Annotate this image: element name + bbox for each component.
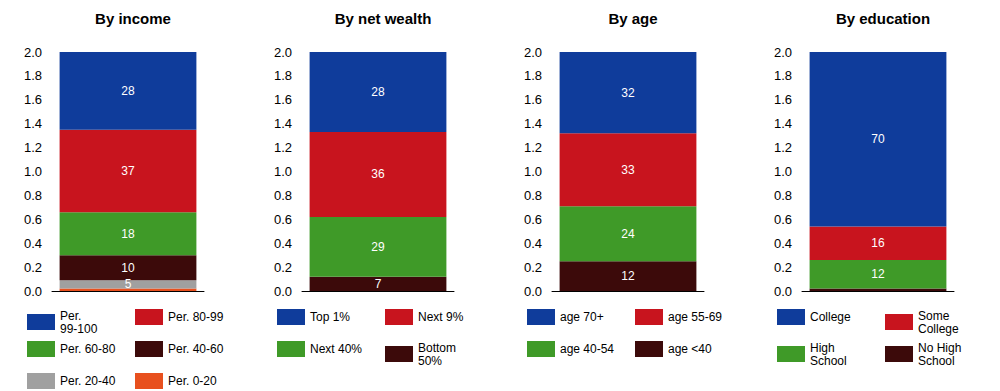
svg-text:0.0: 0.0 [274, 284, 292, 299]
svg-text:0.2: 0.2 [24, 260, 42, 275]
svg-text:By education: By education [836, 10, 930, 27]
svg-text:1.6: 1.6 [24, 92, 42, 107]
svg-text:12: 12 [621, 269, 635, 283]
svg-text:0.8: 0.8 [524, 188, 542, 203]
svg-text:24: 24 [621, 227, 635, 241]
svg-text:2.0: 2.0 [24, 45, 42, 60]
svg-text:age <40: age <40 [668, 342, 712, 356]
svg-text:1.4: 1.4 [524, 116, 542, 131]
svg-text:33: 33 [621, 163, 635, 177]
svg-text:1.0: 1.0 [274, 164, 292, 179]
svg-text:Next 9%: Next 9% [418, 310, 464, 324]
svg-text:By net wealth: By net wealth [335, 10, 432, 27]
svg-text:0.6: 0.6 [774, 212, 792, 227]
svg-text:12: 12 [871, 267, 885, 281]
svg-text:1.4: 1.4 [24, 116, 42, 131]
svg-text:0.8: 0.8 [274, 188, 292, 203]
svg-text:36: 36 [371, 167, 385, 181]
svg-text:High: High [810, 341, 838, 355]
svg-text:Some: Some [918, 309, 953, 323]
svg-text:0.2: 0.2 [524, 260, 542, 275]
svg-text:School: School [810, 354, 847, 368]
svg-text:age 55-69: age 55-69 [668, 310, 722, 324]
svg-text:College: College [810, 310, 851, 324]
svg-text:1.6: 1.6 [524, 92, 542, 107]
svg-text:70: 70 [871, 132, 885, 146]
svg-text:10: 10 [121, 261, 135, 275]
svg-text:age 70+: age 70+ [560, 310, 604, 324]
svg-text:0.0: 0.0 [524, 284, 542, 299]
svg-text:0.4: 0.4 [524, 236, 542, 251]
svg-text:0.6: 0.6 [524, 212, 542, 227]
svg-text:Per. 20-40: Per. 20-40 [60, 374, 116, 388]
svg-text:College: College [918, 322, 959, 336]
svg-text:1.2: 1.2 [274, 140, 292, 155]
svg-text:0.4: 0.4 [774, 236, 792, 251]
svg-text:1.2: 1.2 [24, 140, 42, 155]
svg-text:1.6: 1.6 [774, 92, 792, 107]
svg-text:0.6: 0.6 [24, 212, 42, 227]
svg-text:0.8: 0.8 [774, 188, 792, 203]
svg-text:1.2: 1.2 [524, 140, 542, 155]
svg-text:0.2: 0.2 [774, 260, 792, 275]
svg-text:1.6: 1.6 [274, 92, 292, 107]
svg-text:29: 29 [371, 240, 385, 254]
svg-text:1.8: 1.8 [274, 68, 292, 83]
svg-text:1.8: 1.8 [24, 68, 42, 83]
svg-text:1.4: 1.4 [274, 116, 292, 131]
svg-text:16: 16 [871, 236, 885, 250]
svg-text:1.8: 1.8 [524, 68, 542, 83]
svg-text:Next 40%: Next 40% [310, 342, 362, 356]
svg-text:Bottom: Bottom [418, 341, 459, 355]
svg-text:1.8: 1.8 [774, 68, 792, 83]
svg-text:2.0: 2.0 [274, 45, 292, 60]
svg-text:School: School [918, 354, 955, 368]
svg-text:37: 37 [121, 164, 135, 178]
svg-text:Per. 80-99: Per. 80-99 [168, 310, 224, 324]
svg-text:18: 18 [121, 227, 135, 241]
svg-text:2.0: 2.0 [774, 45, 792, 60]
svg-text:By age: By age [608, 10, 657, 27]
svg-text:1.2: 1.2 [774, 140, 792, 155]
svg-text:Per.: Per. [60, 309, 85, 323]
svg-text:age 40-54: age 40-54 [560, 342, 614, 356]
svg-text:0.0: 0.0 [774, 284, 792, 299]
svg-text:1.0: 1.0 [524, 164, 542, 179]
svg-text:Per. 0-20: Per. 0-20 [168, 374, 217, 388]
svg-text:50%: 50% [418, 354, 442, 368]
svg-text:0.4: 0.4 [274, 236, 292, 251]
svg-text:0.6: 0.6 [274, 212, 292, 227]
svg-text:1.0: 1.0 [774, 164, 792, 179]
svg-text:Per. 60-80: Per. 60-80 [60, 342, 116, 356]
svg-text:Per. 40-60: Per. 40-60 [168, 342, 224, 356]
svg-text:7: 7 [375, 277, 382, 291]
svg-text:28: 28 [121, 84, 135, 98]
svg-text:5: 5 [125, 277, 132, 291]
svg-text:0.0: 0.0 [24, 284, 42, 299]
svg-text:Top 1%: Top 1% [310, 310, 350, 324]
svg-text:0.4: 0.4 [24, 236, 42, 251]
svg-text:32: 32 [621, 86, 635, 100]
svg-text:28: 28 [371, 85, 385, 99]
svg-text:0.8: 0.8 [24, 188, 42, 203]
svg-text:2.0: 2.0 [524, 45, 542, 60]
svg-text:1.4: 1.4 [774, 116, 792, 131]
svg-text:No High: No High [918, 341, 965, 355]
svg-text:1.0: 1.0 [24, 164, 42, 179]
svg-text:0.2: 0.2 [274, 260, 292, 275]
svg-text:99-100: 99-100 [60, 322, 98, 336]
svg-text:By income: By income [95, 10, 171, 27]
